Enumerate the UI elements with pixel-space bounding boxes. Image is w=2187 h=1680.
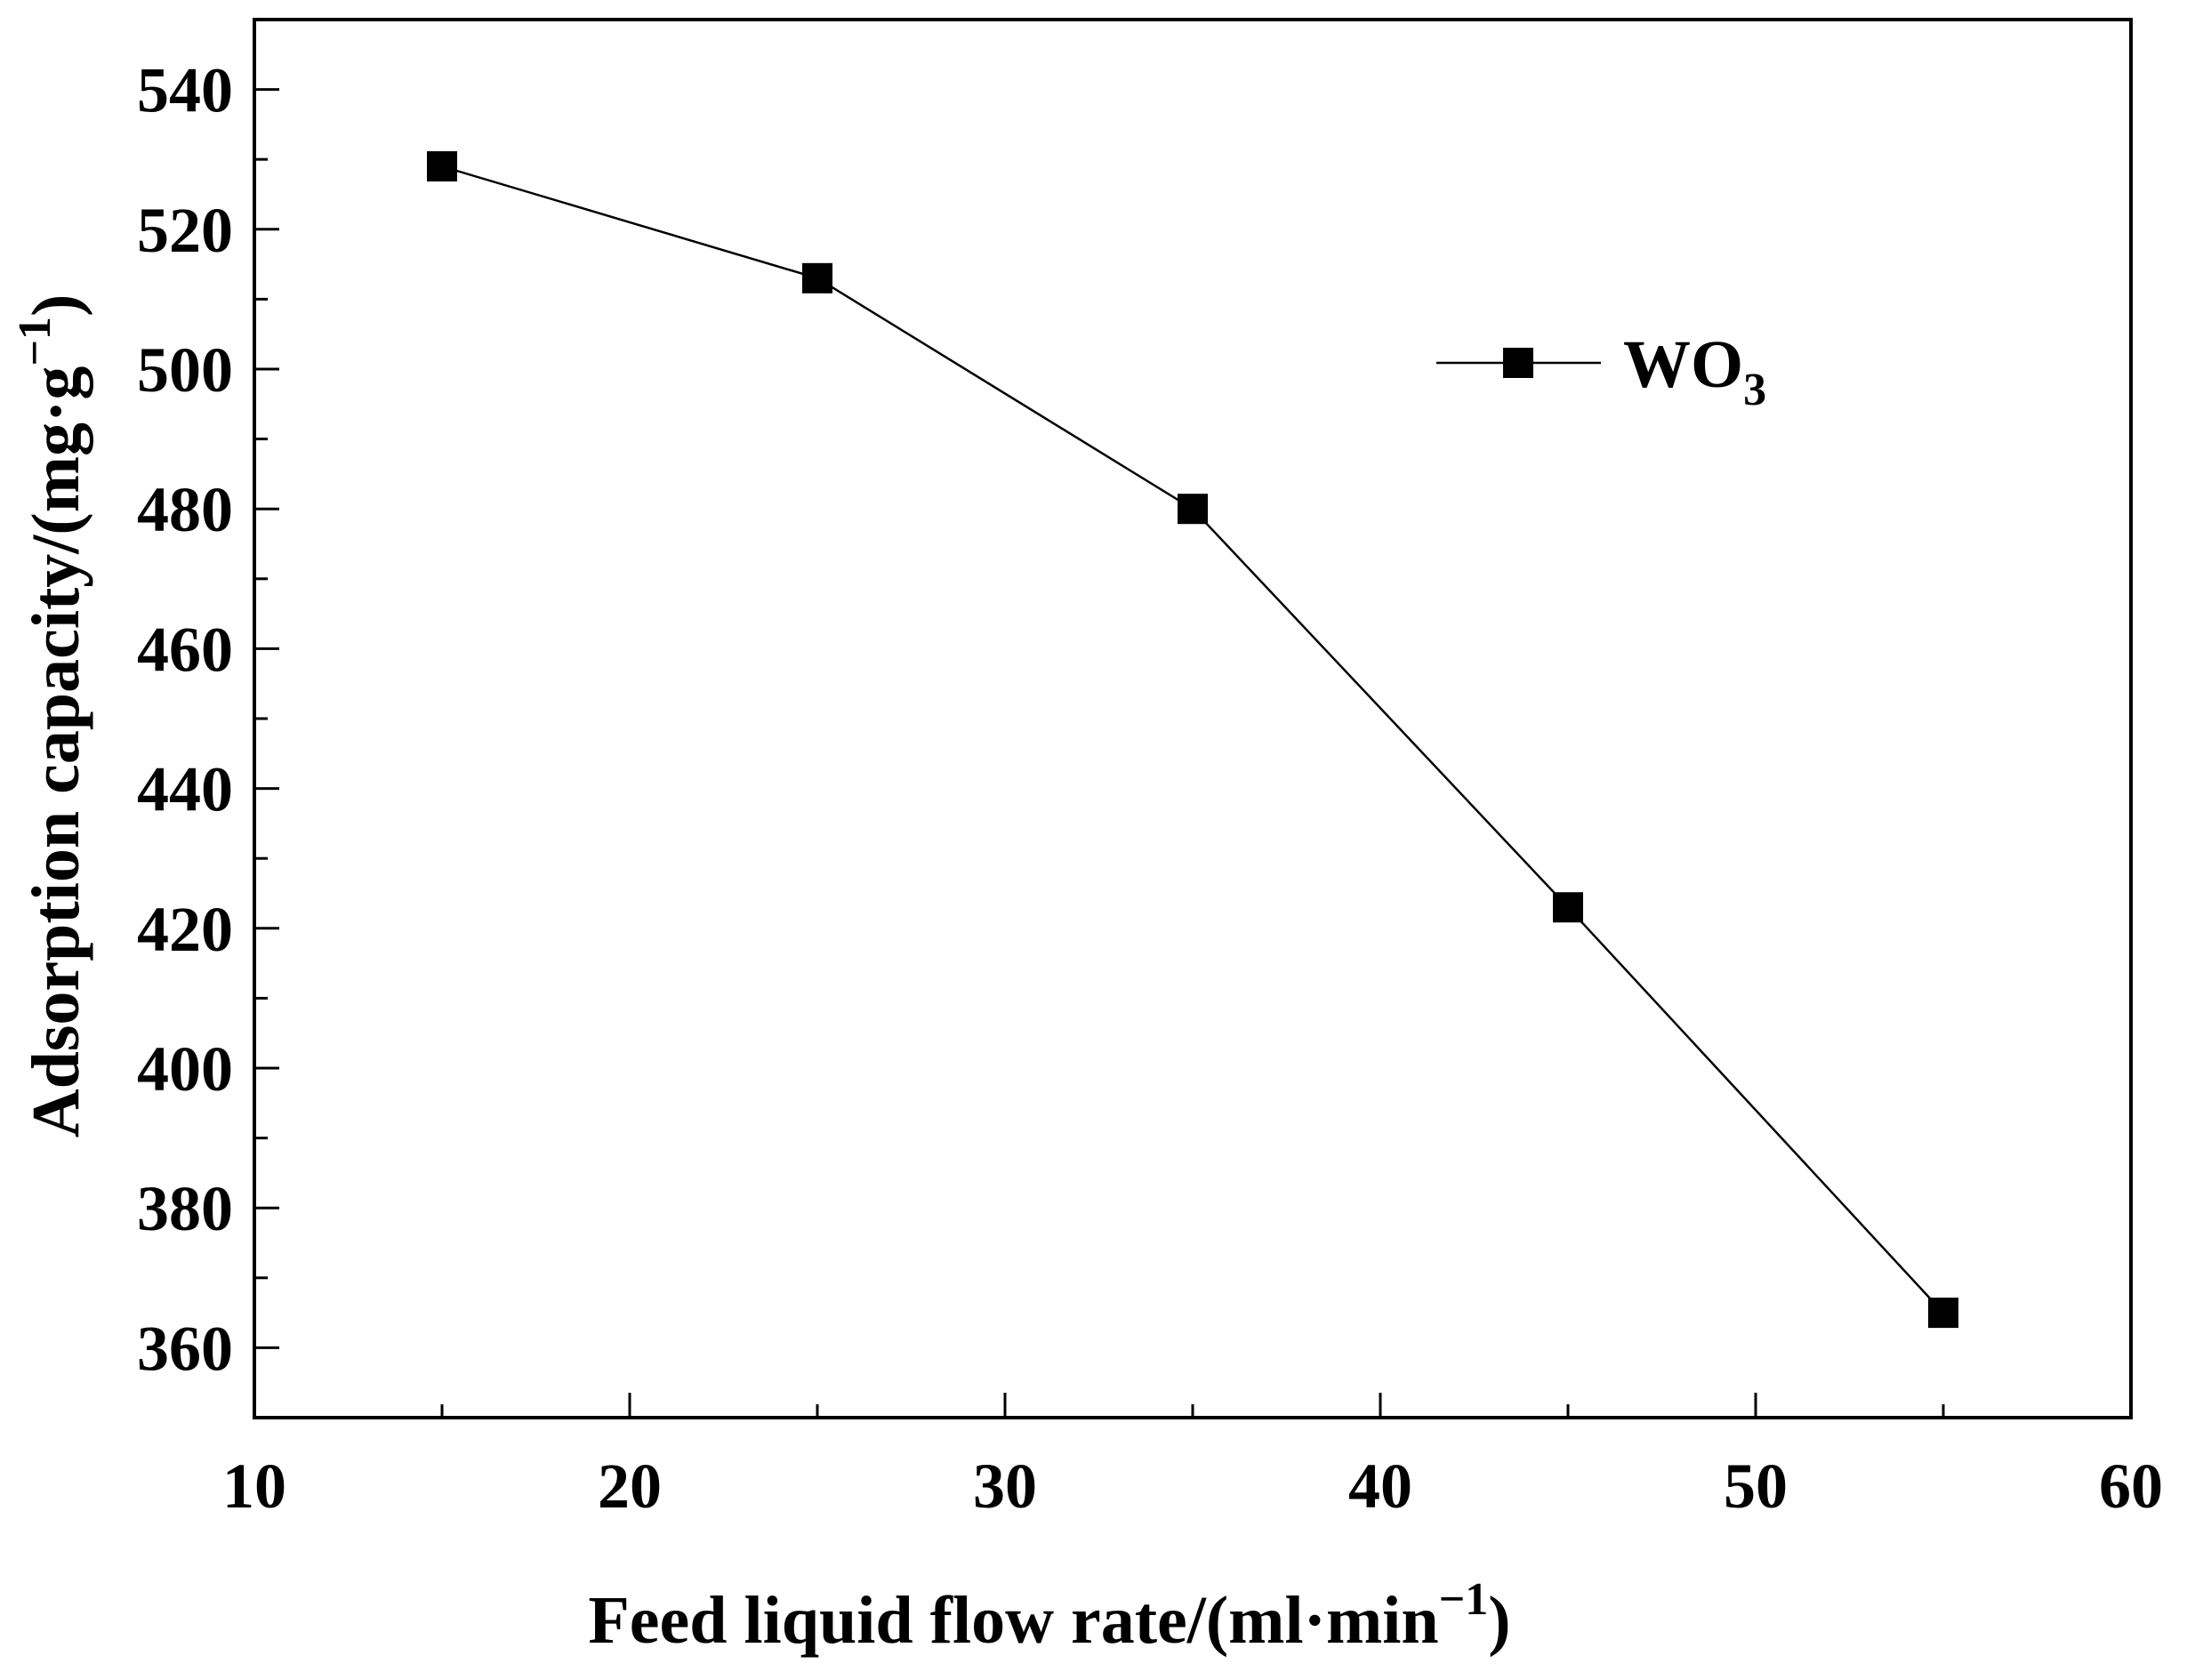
x-tick-label: 50: [1724, 1451, 1788, 1522]
y-tick-label: 360: [137, 1313, 233, 1384]
y-axis-title: Adsorption capacity/(mg·g−1): [10, 294, 93, 1138]
y-tick-label: 380: [137, 1173, 233, 1244]
y-tick-label: 540: [137, 55, 233, 126]
y-tick-label: 420: [137, 894, 233, 965]
y-axis-title-sup: −1: [10, 317, 60, 366]
x-axis-title: Feed liquid flow rate/(ml·min−1): [588, 1574, 1510, 1658]
x-tick-label: 60: [2099, 1451, 2163, 1522]
y-axis-title-close: ): [19, 294, 93, 317]
data-point: [802, 262, 832, 293]
data-point: [427, 151, 457, 182]
x-tick-label: 10: [222, 1451, 286, 1522]
y-tick-label: 440: [137, 754, 233, 825]
legend-label-main: WO: [1623, 327, 1743, 402]
x-tick-label: 30: [973, 1451, 1037, 1522]
x-axis-title-main: Feed liquid flow rate/(ml·min: [588, 1583, 1438, 1658]
legend-label: WO3: [1623, 327, 1766, 415]
x-tick-label: 20: [598, 1451, 662, 1522]
y-tick-label: 460: [137, 614, 233, 685]
legend-marker: [1503, 348, 1533, 378]
series-layer: [427, 151, 1958, 1329]
plot-frame: [253, 18, 2133, 1419]
data-point: [1553, 892, 1583, 923]
data-point: [1928, 1298, 1958, 1329]
legend: WO3: [1436, 327, 1766, 415]
axis-ticks: [253, 88, 2133, 1418]
y-tick-label: 520: [137, 195, 233, 266]
x-tick-label: 40: [1348, 1451, 1412, 1522]
axis-tick-labels: 10 20 30 40 50 60 360 380 400 420 440 460 480 500 520 5…: [137, 55, 2163, 1522]
x-axis-title-sup: −1: [1439, 1574, 1489, 1625]
y-axis-title-main: Adsorption capacity/(mg·g: [19, 366, 93, 1138]
y-tick-label: 480: [137, 474, 233, 545]
x-axis-title-close: ): [1488, 1583, 1510, 1658]
data-point: [1178, 494, 1208, 525]
y-tick-label: 500: [137, 334, 233, 406]
legend-label-sub: 3: [1743, 365, 1766, 415]
y-tick-label: 400: [137, 1033, 233, 1105]
